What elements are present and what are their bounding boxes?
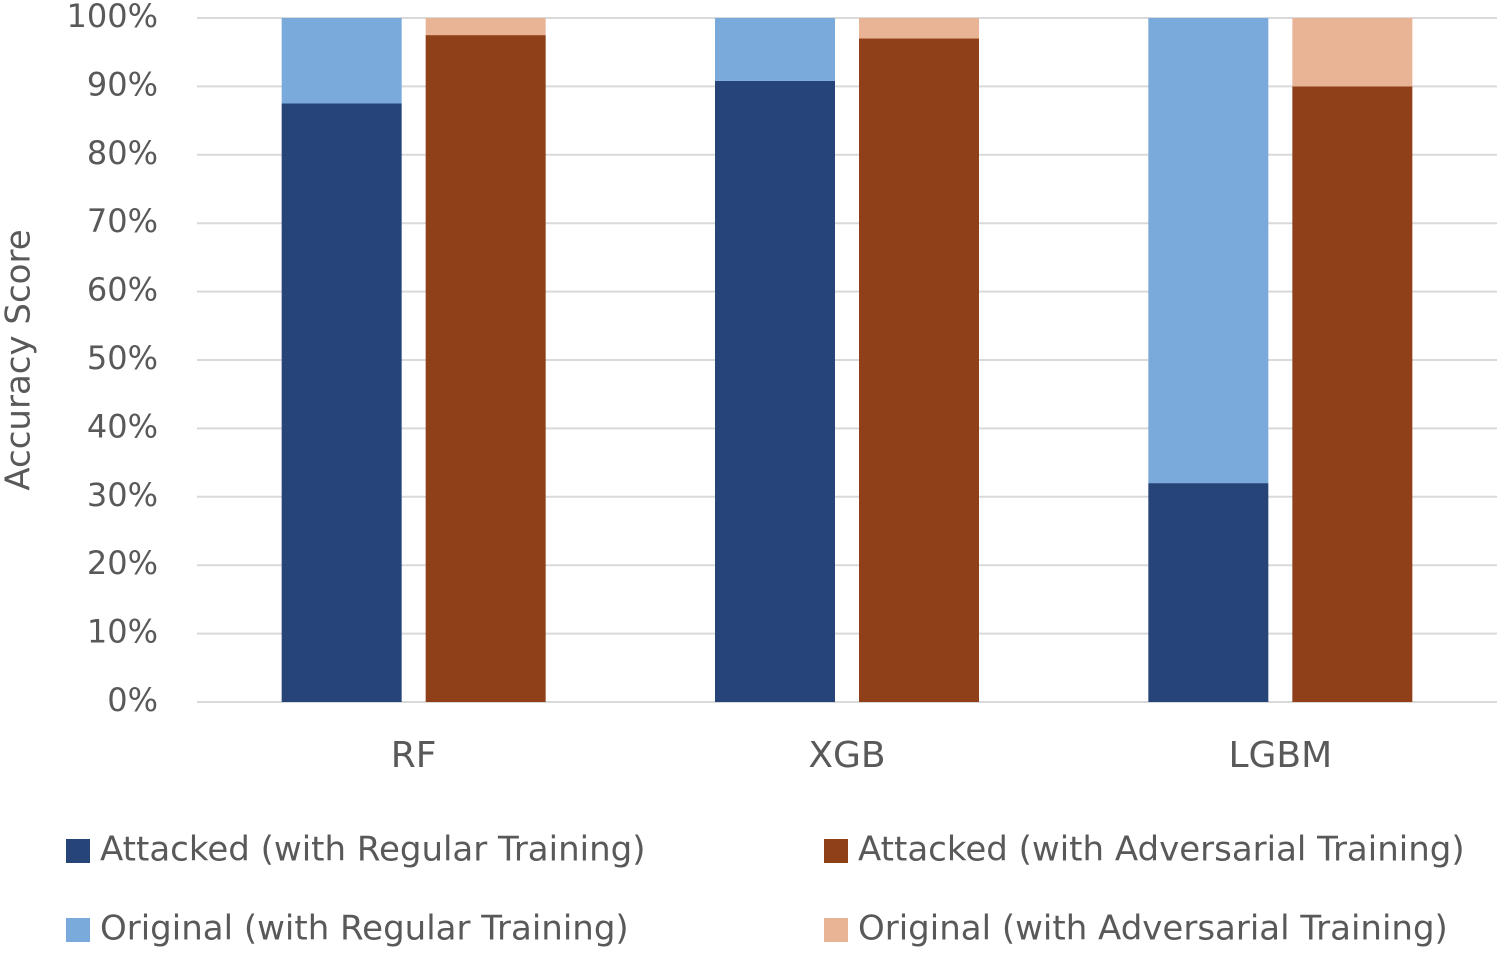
y-axis-title: Accuracy Score (0, 229, 39, 490)
y-tick-label: 50% (87, 339, 158, 377)
x-tick-label: RF (391, 735, 437, 776)
bar-segment (1292, 86, 1413, 702)
x-tick-label: XGB (808, 735, 885, 776)
legend-label: Attacked (with Adversarial Training) (858, 830, 1465, 870)
y-tick-label: 10% (87, 613, 158, 651)
x-tick-label: LGBM (1228, 735, 1332, 776)
legend-label: Original (with Adversarial Training) (858, 909, 1448, 949)
y-tick-label: 100% (67, 0, 158, 35)
legend-swatch (66, 918, 90, 942)
y-tick-label: 80% (87, 134, 158, 172)
legend-swatch (824, 839, 848, 863)
bar-segment (859, 18, 979, 39)
y-tick-label: 70% (87, 202, 158, 240)
y-tick-label: 20% (87, 544, 158, 582)
y-tick-label: 90% (87, 65, 158, 103)
bar-segment (425, 18, 546, 36)
legend-swatch (66, 839, 90, 863)
y-tick-label: 60% (87, 271, 158, 309)
bar-segment (281, 103, 402, 702)
y-tick-label: 0% (107, 681, 158, 719)
bar-segment (281, 18, 402, 104)
bar-segment (715, 18, 835, 81)
bar-segment (1148, 483, 1269, 702)
y-tick-label: 30% (87, 476, 158, 514)
bar-segment (425, 35, 546, 703)
bar-segment (1292, 18, 1413, 87)
legend-swatch (824, 918, 848, 942)
legend-label: Attacked (with Regular Training) (100, 830, 645, 870)
legend-label: Original (with Regular Training) (100, 909, 629, 949)
bar-segment (859, 38, 979, 702)
bar-segment (715, 80, 835, 703)
bar-segment (1148, 18, 1269, 484)
y-tick-label: 40% (87, 407, 158, 445)
